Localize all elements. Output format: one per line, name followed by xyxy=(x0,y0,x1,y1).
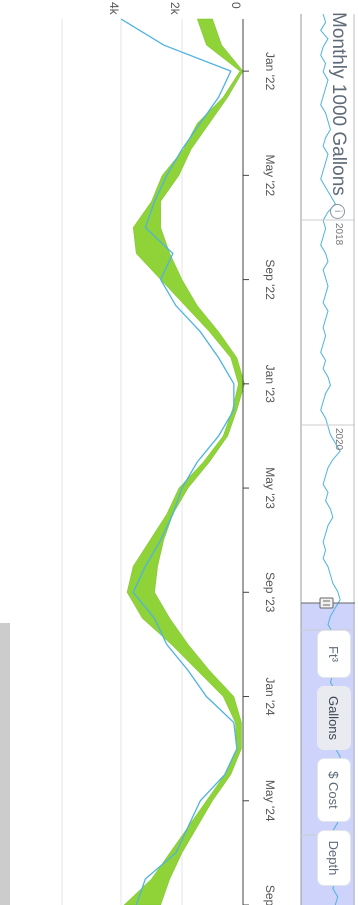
unit-button-depth[interactable]: Depth xyxy=(317,830,351,886)
unit-button-gallons[interactable]: Gallons xyxy=(317,686,351,750)
scroll-handle-icon xyxy=(319,597,334,609)
expected-range-band xyxy=(123,18,245,905)
chart-header: Monthly 1000 Gallons i xyxy=(324,12,352,219)
navigator-tick-label: 2020 xyxy=(333,428,344,451)
unit-button-cost[interactable]: $ Cost xyxy=(317,758,351,822)
y-tick-label: 4k xyxy=(107,2,121,16)
x-tick-label: Sep '23 xyxy=(263,572,277,613)
y-tick-label: 0 xyxy=(229,2,243,9)
navigator-series-line xyxy=(320,13,346,905)
y-tick-label: 2k xyxy=(168,2,182,16)
x-tick-label: Jan '23 xyxy=(263,365,277,404)
navigator-selected-range xyxy=(301,603,355,905)
x-tick-label: Sep '24 xyxy=(263,885,277,905)
x-tick-label: May '24 xyxy=(263,780,277,822)
info-icon[interactable]: i xyxy=(330,203,346,219)
chart-title: Monthly 1000 Gallons xyxy=(328,12,349,196)
horizontal-scrollbar[interactable] xyxy=(0,623,10,905)
unit-toggle: Ft³ Gallons $ Cost Depth xyxy=(317,630,351,886)
x-tick-label: Sep '22 xyxy=(263,259,277,300)
actual-usage-line xyxy=(120,18,238,905)
x-tick-label: Jan '22 xyxy=(263,52,277,91)
x-tick-label: May '22 xyxy=(263,155,277,197)
unit-button-ft3[interactable]: Ft³ xyxy=(317,630,351,678)
x-tick-label: Jan '24 xyxy=(263,677,277,716)
x-tick-label: May '23 xyxy=(263,467,277,509)
navigator-tick-label: 2018 xyxy=(333,223,344,246)
